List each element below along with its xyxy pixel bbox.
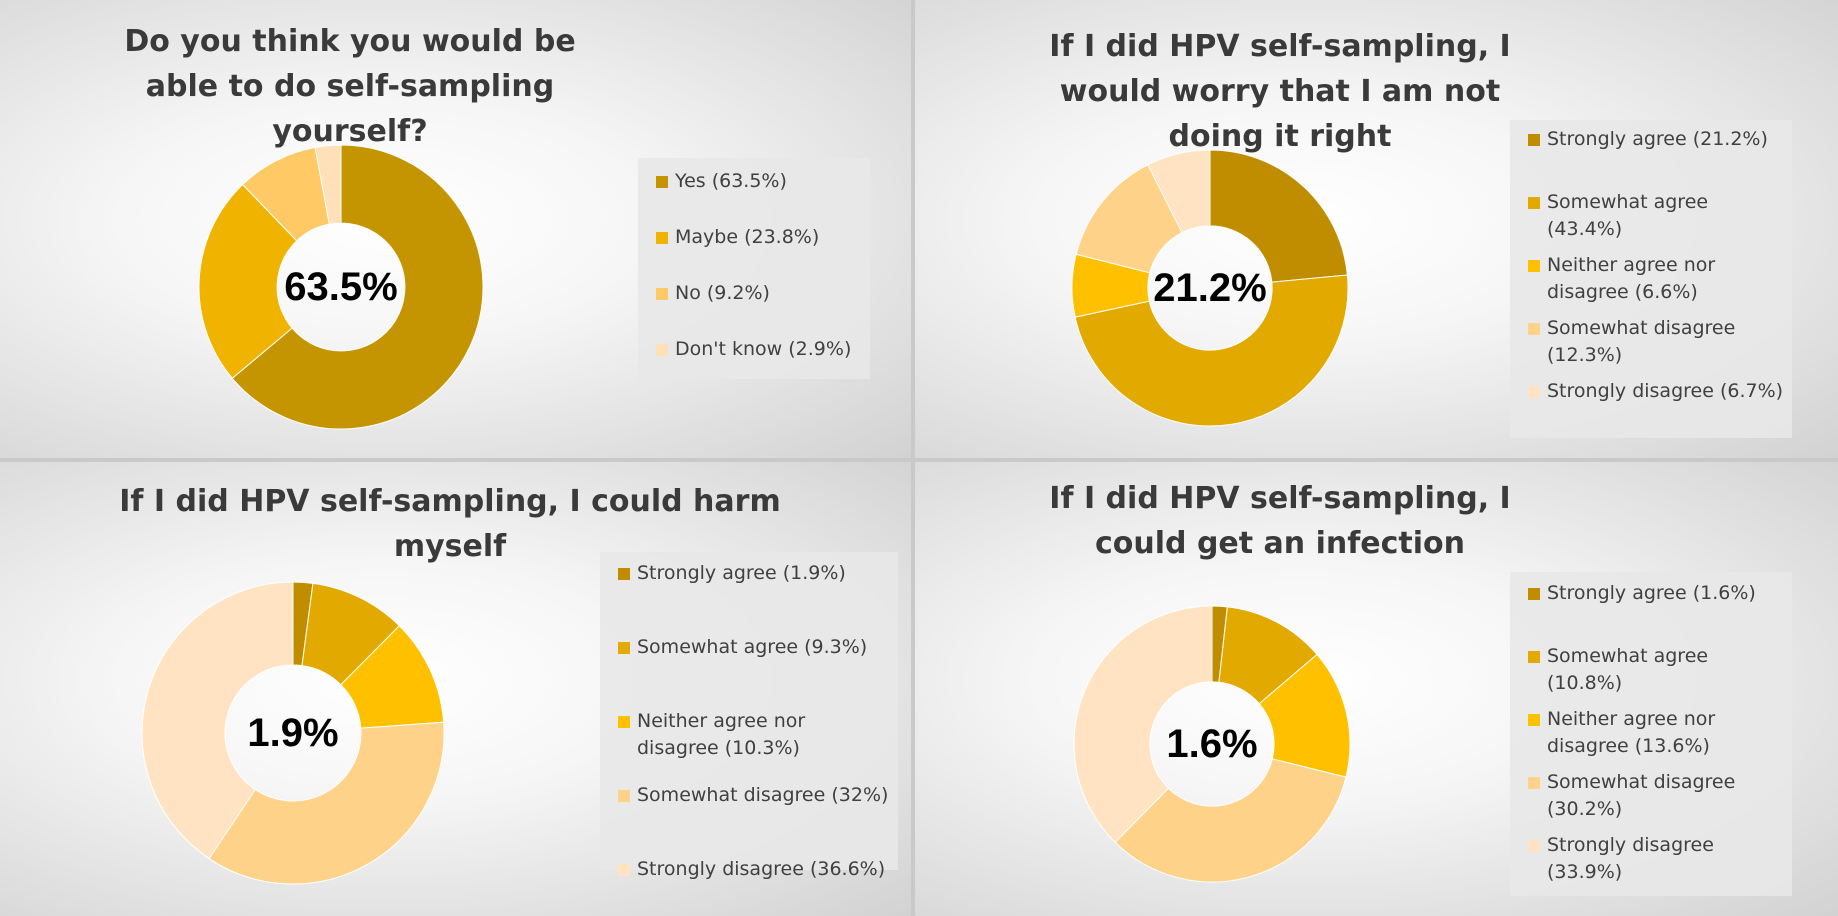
donut-slices [141,581,445,885]
legend-label: No (9.2%) [675,282,770,304]
donut-slices [1071,149,1349,427]
legend-swatch [656,344,668,356]
legend-swatch [1528,197,1540,209]
legend-swatch [618,864,630,876]
legend-label: Yes (63.5%) [675,170,787,192]
legend-item-neither-agree-nor-disagree: Neither agree nor disagree (13.6%) [1528,706,1784,760]
slice-neither-agree-nor-disagree [1258,653,1351,778]
donut-slices [1073,605,1351,883]
slice-don-t-know [314,144,342,225]
legend-label: Don't know (2.9%) [675,338,852,360]
legend: Strongly agree (1.6%) Somewhat agree (10.… [1510,572,1792,896]
legend-swatch [618,790,630,802]
legend-item-don-t-know: Don't know (2.9%) [656,336,862,363]
donut-chart: 63.5% [198,144,484,430]
legend-label: Neither agree nor disagree (6.6%) [1547,254,1716,303]
slice-strongly-disagree [141,581,294,860]
legend-label: Somewhat disagree (32%) [637,784,889,806]
legend-label: Strongly disagree (33.9%) [1547,834,1714,883]
legend-label: Somewhat agree (9.3%) [637,636,868,658]
donut-center-label: 63.5% [284,265,397,309]
legend-label: Strongly agree (1.6%) [1547,582,1756,604]
chart-panel-could-harm-myself: If I did HPV self-sampling, I could harm… [0,462,911,916]
donut-chart: 1.6% [1073,605,1351,883]
legend-label: Neither agree nor disagree (13.6%) [1547,708,1716,757]
legend-label: Strongly agree (21.2%) [1547,128,1768,150]
legend-label: Strongly disagree (36.6%) [637,858,886,880]
legend-item-strongly-disagree: Strongly disagree (36.6%) [618,856,890,883]
legend-swatch [1528,651,1540,663]
slice-somewhat-agree [1074,274,1349,427]
legend-item-somewhat-disagree: Somewhat disagree (30.2%) [1528,769,1784,823]
legend-label: Somewhat disagree (12.3%) [1547,317,1736,366]
slice-yes [231,144,484,430]
slice-maybe [198,183,298,380]
legend-label: Somewhat agree (43.4%) [1547,191,1709,240]
legend-item-strongly-agree: Strongly agree (1.6%) [1528,580,1784,607]
legend-item-neither-agree-nor-disagree: Neither agree nor disagree (10.3%) [618,708,890,762]
legend-swatch [656,232,668,244]
legend-swatch [1528,777,1540,789]
legend-swatch [618,642,630,654]
chart-title: Do you think you would be able to do sel… [124,24,576,149]
legend-item-somewhat-agree: Somewhat agree (9.3%) [618,634,890,661]
legend-item-strongly-disagree: Strongly disagree (6.7%) [1528,378,1784,405]
donut-chart: 1.9% [141,581,445,885]
legend-swatch [1528,840,1540,852]
slice-somewhat-disagree [1114,758,1347,883]
chart-title: If I did HPV self-sampling, I could get … [1049,481,1511,561]
legend-label: Strongly disagree (6.7%) [1547,380,1784,402]
legend-item-strongly-disagree: Strongly disagree (33.9%) [1528,832,1784,886]
legend: Yes (63.5%) Maybe (23.8%) No (9.2%) Don't k… [638,158,870,379]
chart-title: If I did HPV self-sampling, I would worr… [1049,29,1511,154]
legend-item-somewhat-agree: Somewhat agree (10.8%) [1528,643,1784,697]
legend-swatch [1528,588,1540,600]
legend-item-strongly-agree: Strongly agree (1.9%) [618,560,890,587]
legend-swatch [1528,323,1540,335]
legend-label: Strongly agree (1.9%) [637,562,846,584]
legend-item-yes: Yes (63.5%) [656,168,862,195]
legend-label: Neither agree nor disagree (10.3%) [637,710,806,759]
chart-title: If I did HPV self-sampling, I could harm… [119,484,781,564]
chart-panel-could-get-infection: If I did HPV self-sampling, I could get … [915,462,1838,916]
legend-item-strongly-agree: Strongly agree (21.2%) [1528,126,1784,153]
legend-swatch [656,288,668,300]
legend-item-somewhat-disagree: Somewhat disagree (12.3%) [1528,315,1784,369]
legend-swatch [656,176,668,188]
legend-label: Somewhat disagree (30.2%) [1547,771,1736,820]
slice-strongly-disagree [1147,149,1211,234]
legend-swatch [1528,260,1540,272]
legend-item-somewhat-disagree: Somewhat disagree (32%) [618,782,890,809]
legend-swatch [1528,134,1540,146]
legend-item-no: No (9.2%) [656,280,862,307]
slice-strongly-agree [1209,149,1348,283]
legend-item-neither-agree-nor-disagree: Neither agree nor disagree (6.6%) [1528,252,1784,306]
legend-label: Maybe (23.8%) [675,226,820,248]
chart-panel-self-sampling-ability: Do you think you would be able to do sel… [0,0,911,458]
slice-somewhat-disagree [208,721,445,885]
donut-center-label: 1.9% [247,711,338,755]
legend-label: Somewhat agree (10.8%) [1547,645,1709,694]
legend-item-somewhat-agree: Somewhat agree (43.4%) [1528,189,1784,243]
slice-strongly-disagree [1073,605,1213,844]
donut-chart: 21.2% [1071,149,1349,427]
legend: Strongly agree (1.9%) Somewhat agree (9.3… [600,552,898,880]
chart-panel-worry-not-doing-right: If I did HPV self-sampling, I would worr… [915,0,1838,458]
donut-center-label: 1.6% [1166,722,1257,766]
legend-swatch [1528,386,1540,398]
legend-item-maybe: Maybe (23.8%) [656,224,862,251]
donut-center-label: 21.2% [1153,266,1266,310]
donut-slices [198,144,484,430]
legend: Strongly agree (21.2%) Somewhat agree (43… [1510,120,1792,438]
legend-swatch [618,716,630,728]
legend-swatch [618,568,630,580]
legend-swatch [1528,714,1540,726]
